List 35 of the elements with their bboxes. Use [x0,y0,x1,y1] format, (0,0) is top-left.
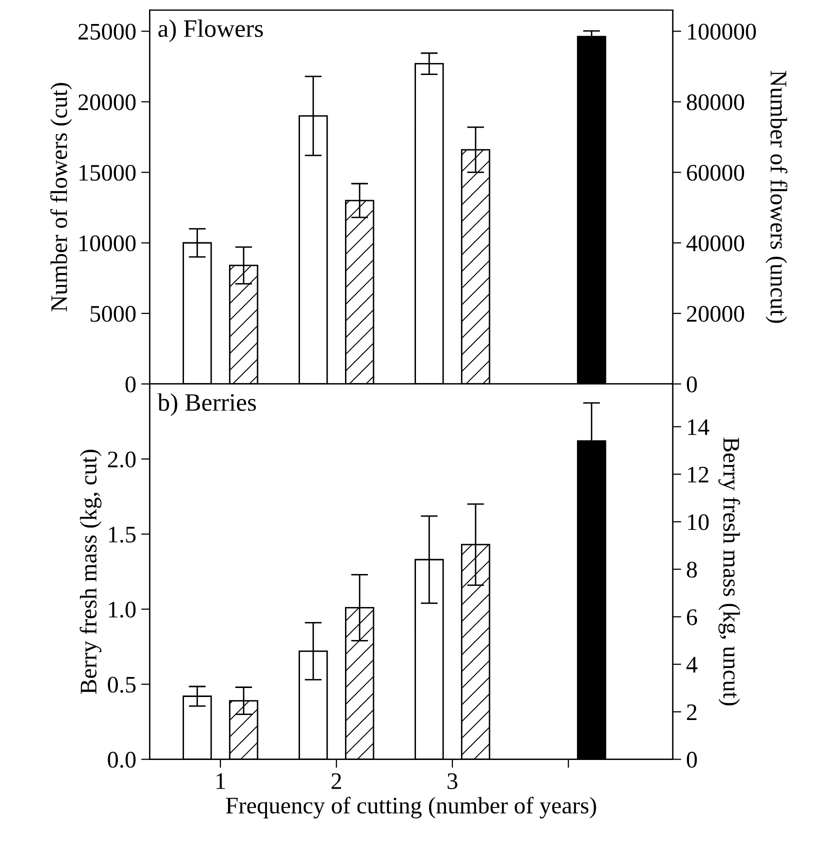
y-tick-label: 20000 [78,94,136,110]
y-tick-label: 2.0 [108,452,136,468]
y2-tick-label: 80000 [686,94,744,110]
y-tick-label: 1.5 [109,526,136,543]
y-tick-label: 15000 [80,164,136,181]
chart-title: b) Berries [158,393,256,416]
x-tick-label: 3 [448,773,458,790]
y2-axis-title: Number of flowers (uncut) [766,70,788,323]
x-tick-label: 2 [332,773,342,789]
y2-tick-label: 6 [686,609,698,626]
y2-tick-label: 2 [686,704,696,720]
y-tick-label: 25000 [78,24,136,40]
y-tick-label: 5000 [90,306,136,322]
y2-tick-label: 20000 [686,306,744,322]
y2-axis-title: Berry fresh mass (kg, uncut) [718,438,740,706]
y2-tick-label: 0 [686,376,697,392]
y-tick-label: 0 [126,376,136,392]
x-axis-title: Frequency of cutting (number of years) [226,796,596,818]
x-tick-label: 1 [216,773,225,789]
y2-tick-label: 60000 [686,164,744,181]
y2-tick-label: 8 [686,562,697,578]
y-axis-title: Number of flowers (cut) [50,83,72,312]
y-tick-label: 0.0 [108,752,136,768]
y-tick-label: 0.5 [108,676,136,693]
y2-tick-label: 100000 [688,24,756,40]
y2-tick-label: 10 [688,514,709,530]
y2-tick-label: 12 [688,466,708,482]
y2-tick-label: 14 [688,419,710,435]
y2-tick-label: 4 [686,656,698,672]
y2-tick-label: 0 [686,752,697,768]
y2-tick-label: 40000 [686,235,744,252]
y-axis-title: Berry fresh mass (kg, cut) [80,450,102,694]
y-tick-label: 1.0 [109,602,136,618]
chart-title: a) Flowers [158,19,263,42]
y-tick-label: 10000 [80,235,136,252]
